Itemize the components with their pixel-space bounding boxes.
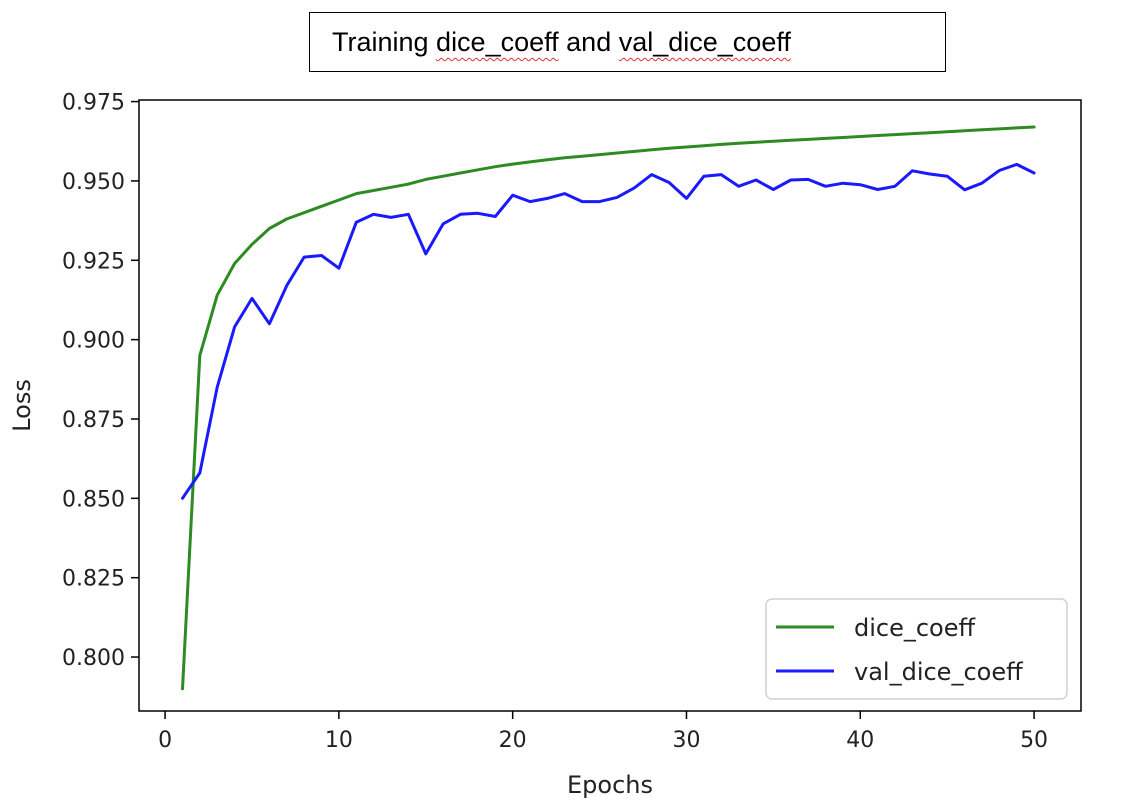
x-tick-label: 10 (325, 728, 353, 753)
legend-box (765, 598, 1068, 700)
series-line-val-dice-coeff (181, 162, 1036, 500)
series-line-dice-coeff (181, 125, 1036, 691)
x-axis: 0 10 20 30 40 50 (158, 711, 1048, 753)
title-prefix: Training (332, 27, 437, 57)
x-tick-label: 50 (1020, 728, 1048, 753)
plot-frame (138, 99, 1082, 712)
chart-title-box: Training dice_coeff and val_dice_coeff (309, 12, 946, 72)
title-middle: and (558, 27, 619, 57)
x-axis-label: Epochs (567, 771, 653, 799)
y-tick-label: 0.900 (62, 329, 125, 354)
y-tick-label: 0.925 (62, 249, 125, 274)
x-tick-label: 20 (499, 728, 527, 753)
x-tick-label: 40 (846, 728, 874, 753)
legend: dice_coeff val_dice_coeff (765, 598, 1068, 700)
legend-label-dice-coeff: dice_coeff (854, 614, 976, 642)
y-tick-label: 0.850 (62, 487, 125, 512)
y-tick-label: 0.800 (62, 646, 125, 671)
y-axis-label: Loss (8, 379, 36, 432)
y-tick-label: 0.950 (62, 170, 125, 195)
legend-label-val-dice-coeff: val_dice_coeff (854, 658, 1023, 686)
chart-title: Training dice_coeff and val_dice_coeff (332, 27, 791, 58)
x-tick-label: 30 (672, 728, 700, 753)
y-tick-label: 0.825 (62, 567, 125, 592)
x-tick-label: 0 (158, 728, 172, 753)
y-axis: 0.800 0.825 0.850 0.875 0.900 0.925 0.950 0.975 (62, 91, 139, 671)
y-tick-label: 0.975 (62, 91, 125, 116)
y-tick-label: 0.875 (62, 408, 125, 433)
series-layer (181, 125, 1036, 691)
title-word-val-dice-coeff: val_dice_coeff (618, 27, 791, 57)
title-word-dice-coeff: dice_coeff (436, 27, 559, 57)
